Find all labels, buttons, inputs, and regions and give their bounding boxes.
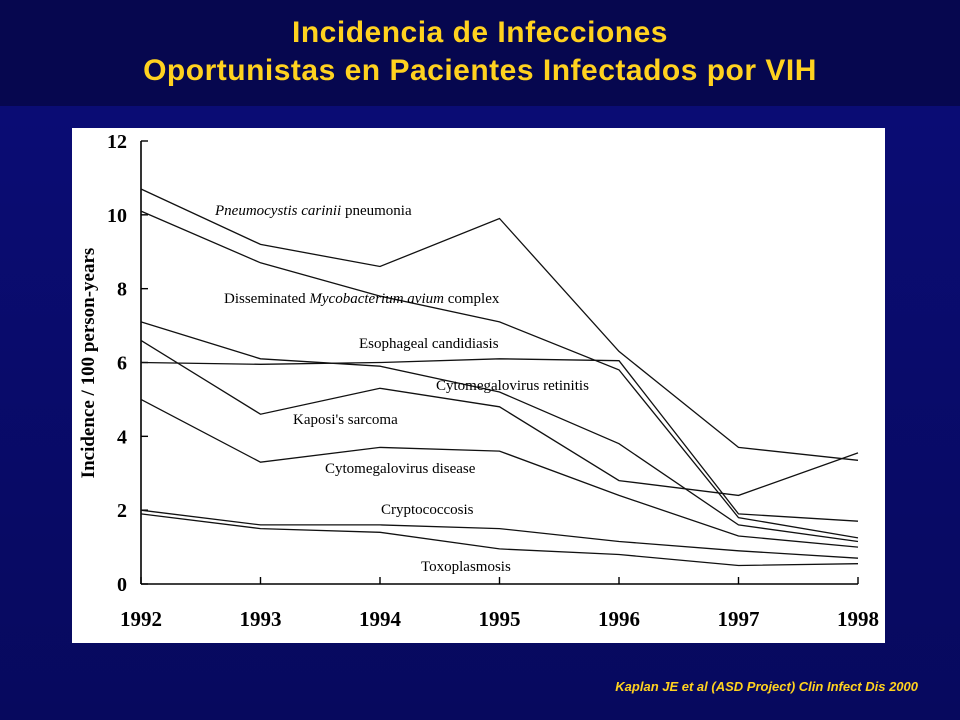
x-tick-label: 1993 — [240, 607, 282, 631]
title-band — [0, 0, 960, 106]
citation: Kaplan JE et al (ASD Project) Clin Infec… — [615, 679, 918, 694]
y-tick-label: 4 — [117, 426, 127, 448]
series-annotation-8: Toxoplasmosis — [421, 559, 511, 575]
series-annotation-6: Cytomegalovirus disease — [325, 461, 476, 477]
series-line-8 — [140, 513, 859, 567]
series-line-6 — [140, 398, 859, 548]
y-tick-label: 8 — [117, 279, 127, 301]
y-tick-label: 10 — [107, 205, 127, 227]
slide-title: Incidencia de Infecciones Oportunistas e… — [0, 14, 960, 90]
title-line-1: Incidencia de Infecciones — [292, 16, 668, 49]
y-tick-label: 6 — [117, 353, 127, 375]
y-tick-label: 12 — [107, 131, 127, 153]
x-tick-label: 1998 — [837, 607, 879, 631]
series-line-1 — [140, 188, 859, 461]
x-tick-label: 1997 — [718, 607, 760, 631]
y-axis-label: Incidence / 100 person-years — [78, 248, 99, 479]
incidence-line-chart: 0 2 4 6 8 10 12 1992 1993 1994 1995 1996 1997 1998 Inc… — [78, 131, 879, 631]
x-tick-label: 1995 — [479, 607, 521, 631]
y-tick-label: 2 — [117, 500, 127, 522]
series-line-3 — [140, 358, 859, 522]
y-tick-label: 0 — [117, 574, 127, 596]
series-line-5 — [140, 339, 859, 497]
series-annotation-5: Kaposi's sarcoma — [293, 412, 398, 428]
series-annotation-3: Esophageal candidiasis — [359, 336, 499, 352]
series-annotation-4: Cytomegalovirus retinitis — [436, 378, 589, 394]
x-tick-label: 1992 — [120, 607, 162, 631]
chart-panel: 0 2 4 6 8 10 12 1992 1993 1994 1995 1996 1997 1998 Inc… — [72, 128, 885, 643]
series-line-4 — [140, 321, 859, 543]
title-line-2: Oportunistas en Pacientes Infectados por… — [143, 54, 817, 87]
series-line-2 — [140, 210, 859, 539]
x-tick-label: 1996 — [598, 607, 640, 631]
x-tick-label: 1994 — [359, 607, 402, 631]
series-annotation-1: Pneumocystis carinii pneumonia — [214, 203, 412, 219]
series-annotation-2: Disseminated Mycobacterium avium complex — [224, 291, 500, 307]
series-annotation-7: Cryptococcosis — [381, 502, 474, 518]
series-line-7 — [140, 509, 859, 559]
